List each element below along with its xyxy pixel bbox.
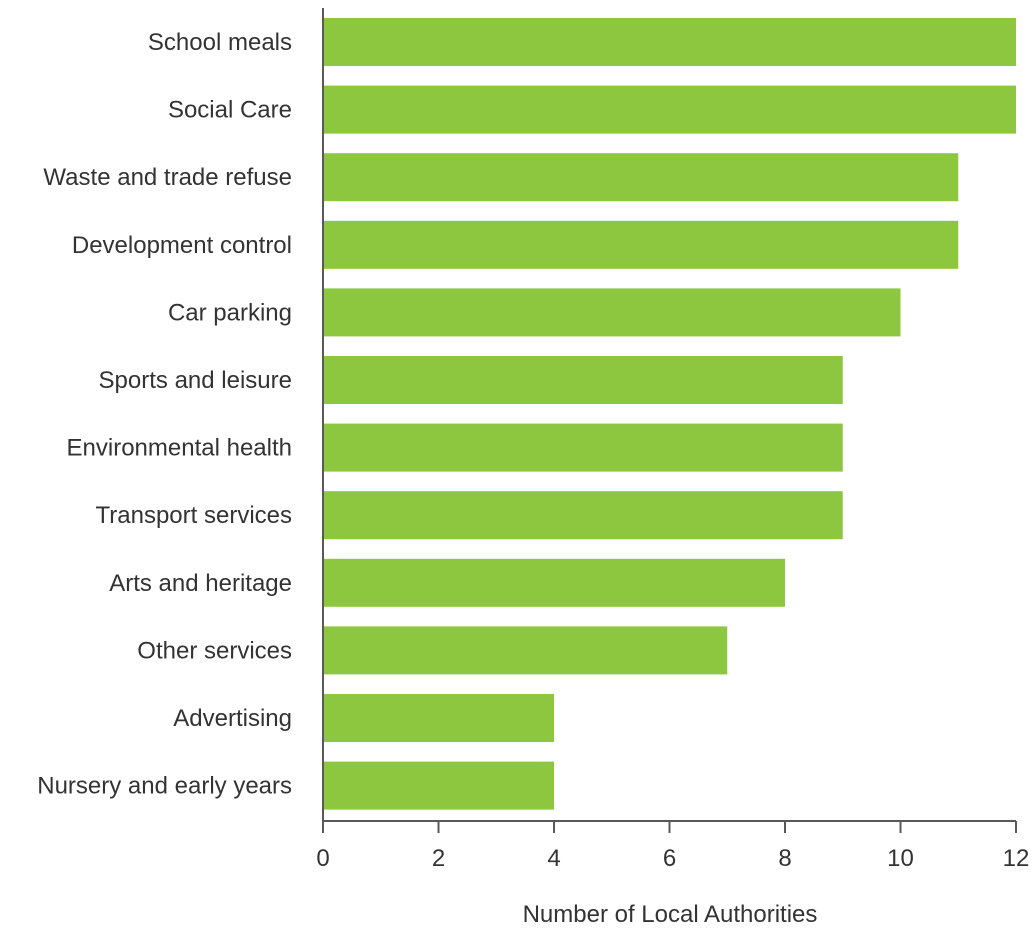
- bar: [323, 220, 959, 269]
- bar: [323, 356, 843, 404]
- bar: [323, 761, 554, 810]
- bar: [323, 423, 843, 472]
- category-label: Other services: [137, 637, 292, 664]
- x-tick-label: 4: [547, 845, 560, 872]
- x-tick-label: 6: [663, 845, 676, 872]
- category-label: Waste and trade refuse: [43, 164, 292, 191]
- x-tick-label: 2: [432, 845, 445, 872]
- x-tick-label: 0: [316, 845, 329, 872]
- axes-layer: [322, 8, 1017, 833]
- category-label: Advertising: [173, 705, 292, 732]
- category-label: Environmental health: [67, 435, 292, 462]
- bar: [323, 18, 1016, 66]
- x-tick-label: 8: [778, 845, 791, 872]
- category-label: Sports and leisure: [99, 367, 292, 394]
- category-label: School meals: [148, 29, 292, 56]
- category-label: Car parking: [168, 299, 292, 326]
- category-label: Development control: [72, 232, 292, 259]
- x-tick-label: 12: [1003, 845, 1030, 872]
- bar: [323, 558, 785, 607]
- category-label: Arts and heritage: [109, 570, 292, 597]
- x-axis-title: Number of Local Authorities: [523, 901, 818, 928]
- bar: [323, 694, 554, 742]
- bar: [323, 153, 959, 202]
- bars-layer: [323, 18, 1016, 810]
- x-tick-labels: 0 2 4 6 8 10 12: [316, 845, 1029, 872]
- bar: [323, 491, 843, 540]
- x-tick-label: 10: [887, 845, 914, 872]
- bar: [323, 626, 728, 675]
- category-labels: School meals Social Care Waste and trade r…: [37, 29, 292, 800]
- category-label: Transport services: [96, 502, 293, 529]
- bar: [323, 85, 1016, 134]
- category-label: Nursery and early years: [37, 773, 292, 800]
- category-label: Social Care: [168, 97, 292, 124]
- bar: [323, 288, 901, 337]
